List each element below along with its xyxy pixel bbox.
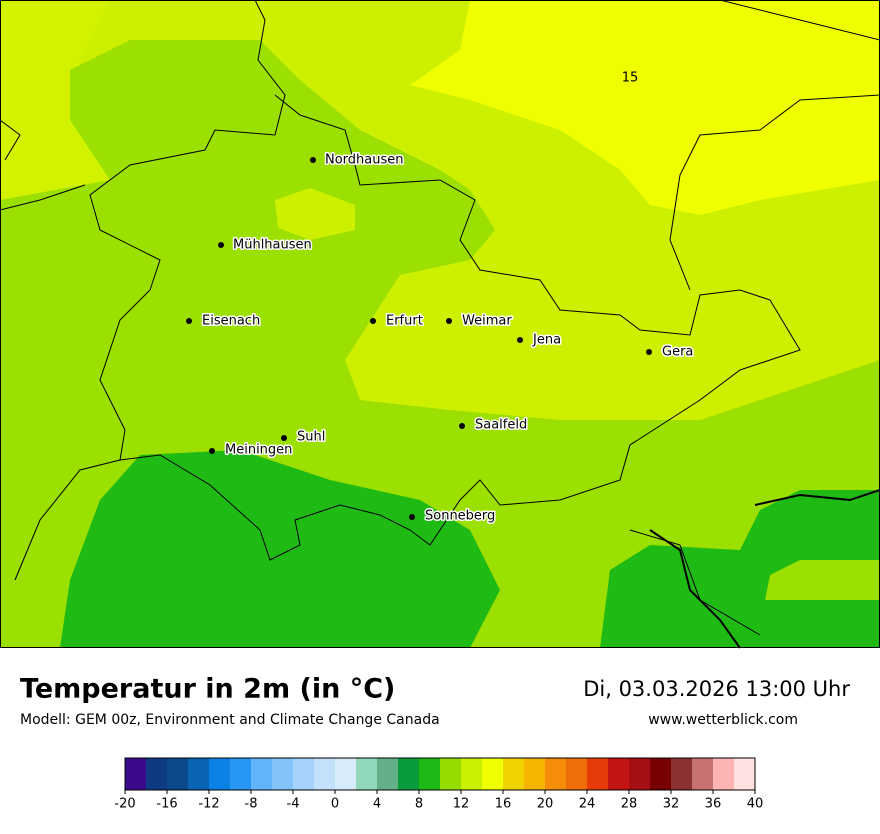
colorbar-segment xyxy=(230,758,252,790)
colorbar-segment xyxy=(146,758,168,790)
colorbar-tick-label: 12 xyxy=(453,797,470,812)
field xyxy=(765,560,880,600)
colorbar-segment xyxy=(713,758,735,790)
city-dot xyxy=(186,318,192,324)
cities: Nordhausen Mühlhausen Eisenach Erfurt We… xyxy=(186,151,695,525)
border xyxy=(0,184,86,211)
city-dot xyxy=(446,318,452,324)
colorbar-segment xyxy=(440,758,462,790)
colorbar-segment xyxy=(167,758,189,790)
city-label: Sonneberg xyxy=(425,509,495,524)
border xyxy=(669,94,880,291)
colorbar-tick-label: 16 xyxy=(495,797,512,812)
colorbar-segment xyxy=(608,758,630,790)
colorbar-segment xyxy=(629,758,651,790)
colorbar-segment xyxy=(251,758,273,790)
colorbar-segment xyxy=(335,758,357,790)
colorbar-segment xyxy=(587,758,609,790)
website: www.wetterblick.com xyxy=(648,712,798,728)
city-dot xyxy=(218,242,224,248)
colorbar-segment xyxy=(503,758,525,790)
colorbar-segment xyxy=(671,758,693,790)
city-label: Meiningen xyxy=(225,443,292,458)
colorbar-tick-label: 40 xyxy=(747,797,764,812)
city-label: Jena xyxy=(532,333,561,348)
colorbar-segment xyxy=(482,758,504,790)
colorbar-tick-label: 4 xyxy=(373,797,381,812)
city-label: Eisenach xyxy=(202,314,260,329)
colorbar-segment xyxy=(461,758,483,790)
city-dot xyxy=(310,157,316,163)
colorbar-frame xyxy=(124,757,756,791)
colorbar-segment xyxy=(650,758,672,790)
city-dot xyxy=(517,337,523,343)
title: Temperatur in 2m (in °C) xyxy=(20,674,395,705)
colorbar-segment xyxy=(377,758,399,790)
colorbar-segment xyxy=(293,758,315,790)
colorbar-segment xyxy=(188,758,210,790)
colorbar-segment xyxy=(524,758,546,790)
colorbar-segment xyxy=(356,758,378,790)
colorbar-segment xyxy=(566,758,588,790)
city-dot xyxy=(370,318,376,324)
border xyxy=(670,0,880,41)
colorbar-segment xyxy=(545,758,567,790)
colorbar-segment xyxy=(734,758,756,790)
contour-label: 15 xyxy=(622,71,639,86)
colorbar-segment xyxy=(125,758,147,790)
city-label: Suhl xyxy=(297,430,325,445)
border xyxy=(0,119,21,161)
field xyxy=(410,0,880,215)
city-label: Erfurt xyxy=(386,314,423,329)
colorbar-tick-label: -20 xyxy=(114,797,135,812)
city-label: Weimar xyxy=(462,314,512,329)
city-dot xyxy=(409,514,415,520)
colorbar-tick-label: 20 xyxy=(537,797,554,812)
date: Di, 03.03.2026 13:00 Uhr xyxy=(583,677,850,701)
colorbar-tick-label: -16 xyxy=(156,797,177,812)
city-dot xyxy=(209,448,215,454)
city-label: Saalfeld xyxy=(475,418,527,433)
city-label: Gera xyxy=(662,345,693,360)
colorbar-segment xyxy=(314,758,336,790)
city-dot xyxy=(646,349,652,355)
colorbar-segment xyxy=(209,758,231,790)
country-border xyxy=(649,529,741,649)
border xyxy=(14,459,121,581)
colorbar-tick-label: -12 xyxy=(198,797,219,812)
border xyxy=(629,529,761,636)
field xyxy=(0,0,110,200)
colorbar-tick-label: 0 xyxy=(331,797,339,812)
country-border xyxy=(754,489,880,506)
colorbar: -20 -16 -12 -8 -4 0 4 8 12 16 20 24 28 32 36 40 xyxy=(114,757,764,812)
subtitle: Modell: GEM 00z, Environment and Climate… xyxy=(20,712,440,728)
field xyxy=(600,490,880,648)
colorbar-tick-label: 32 xyxy=(663,797,680,812)
field xyxy=(275,188,355,240)
map: 15 Nordhausen Mühlhausen Eisenach Erfurt… xyxy=(0,0,880,649)
colorbar-segment xyxy=(692,758,714,790)
colorbar-tick-label: 28 xyxy=(621,797,638,812)
colorbar-segment xyxy=(272,758,294,790)
colorbar-tick-label: 24 xyxy=(579,797,596,812)
field xyxy=(0,450,500,648)
borders xyxy=(0,0,880,636)
colorbar-segment xyxy=(398,758,420,790)
colorbar-tick-label: 8 xyxy=(415,797,423,812)
colorbar-segment xyxy=(419,758,441,790)
city-dot xyxy=(281,435,287,441)
city-label: Nordhausen xyxy=(325,153,404,168)
city-label: Mühlhausen xyxy=(233,238,312,253)
colorbar-tick-label: 36 xyxy=(705,797,722,812)
colorbar-tick-label: -4 xyxy=(287,797,300,812)
border xyxy=(89,0,801,561)
colorbar-tick-label: -8 xyxy=(245,797,258,812)
city-dot xyxy=(459,423,465,429)
